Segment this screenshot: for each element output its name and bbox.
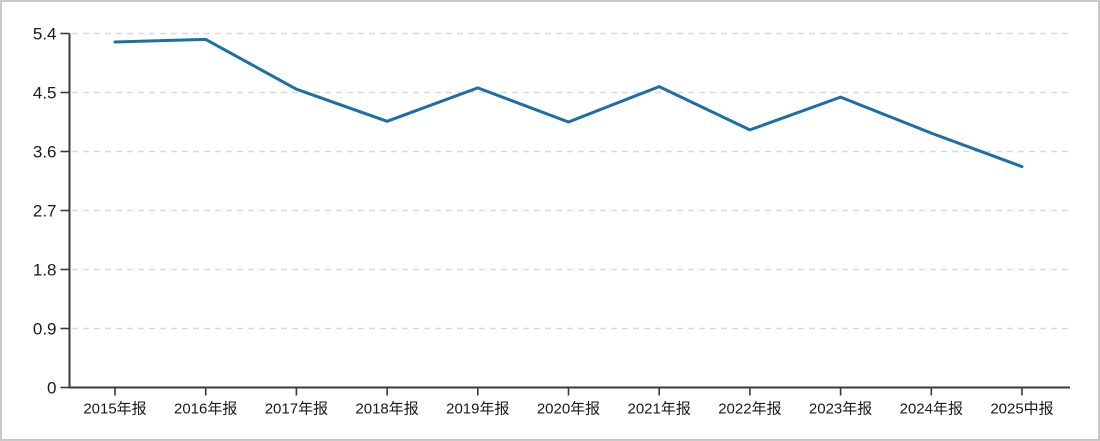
x-tick-label: 2016年报	[174, 401, 237, 418]
x-axis: 2015年报 2016年报 2017年报 2018年报 2019年报 2020年报 2021…	[69, 386, 1070, 418]
x-tick-label: 2025中报	[990, 401, 1053, 418]
x-tick-label: 2015年报	[83, 401, 146, 418]
x-tick-label: 2017年报	[265, 401, 328, 418]
x-tick-label: 2022年报	[718, 401, 781, 418]
x-tick-label: 2024年报	[900, 401, 963, 418]
x-tick-label: 2019年报	[446, 401, 509, 418]
x-tick-label: 2021年报	[628, 401, 691, 418]
y-tick-label: 0	[47, 379, 56, 398]
y-tick-label: 5.4	[33, 24, 57, 43]
x-tick-label: 2020年报	[537, 401, 600, 418]
x-tick-label: 2023年报	[809, 401, 872, 418]
y-axis: 0 0.9 1.8 2.7 3.6 4.5 5.4	[33, 24, 71, 398]
y-tick-label: 0.9	[33, 319, 57, 338]
y-tick-label: 2.7	[33, 201, 57, 220]
gridlines	[72, 32, 1068, 330]
y-tick-label: 4.5	[33, 83, 57, 102]
series-line[interactable]	[113, 37, 1024, 169]
y-tick-label: 1.8	[33, 260, 57, 279]
y-tick-label: 3.6	[33, 142, 57, 161]
x-tick-label: 2018年报	[355, 401, 418, 418]
